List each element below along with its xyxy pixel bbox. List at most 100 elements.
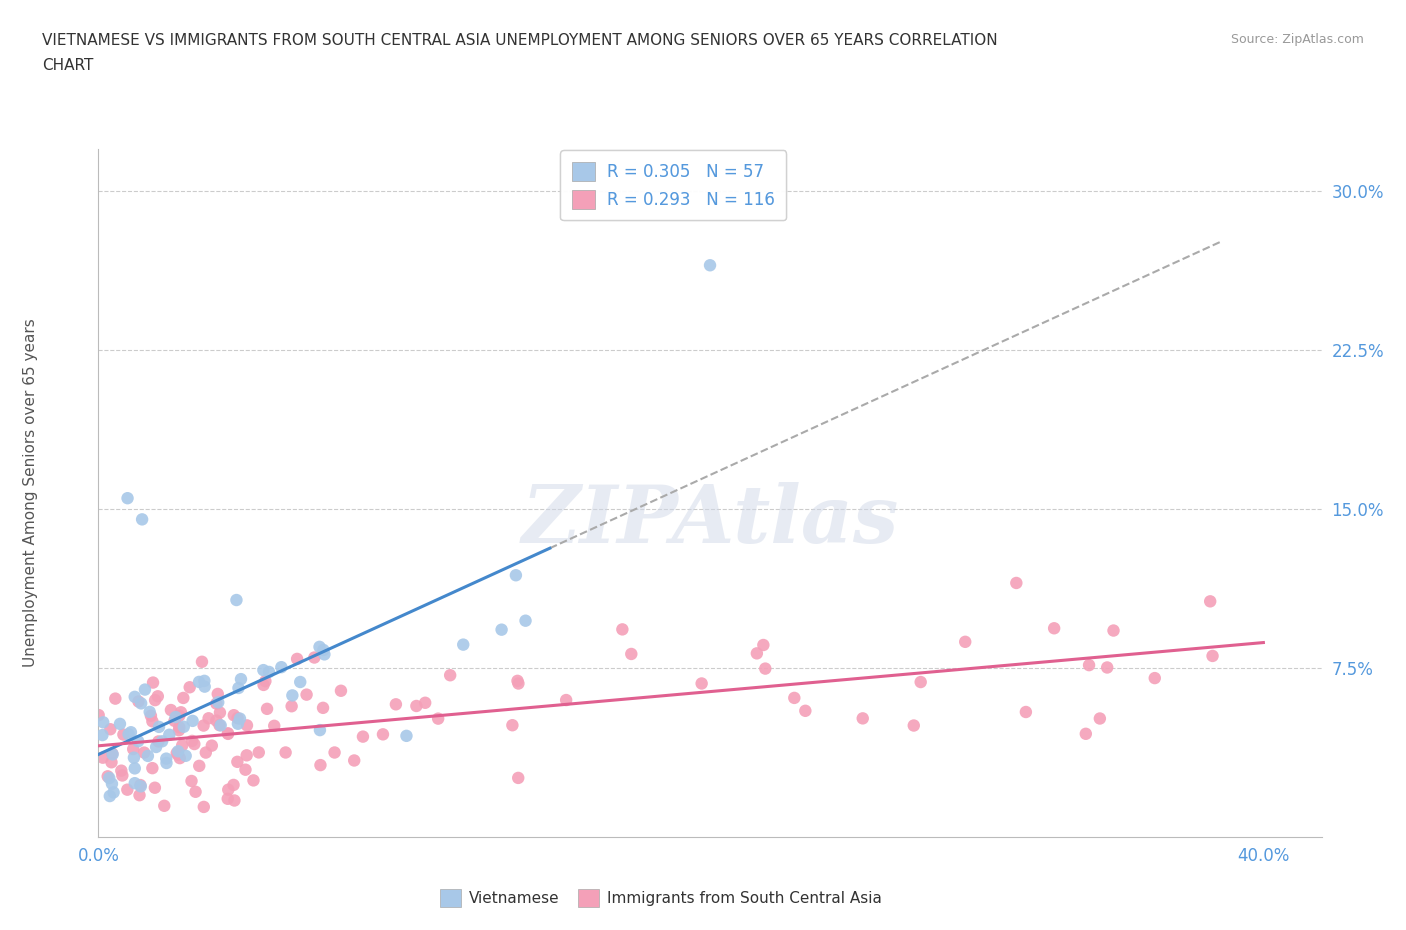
- Point: [371, 727, 394, 742]
- Point: [128, 788, 150, 803]
- Point: [754, 661, 776, 676]
- Point: [201, 738, 224, 753]
- Point: [117, 782, 139, 797]
- Point: [194, 679, 217, 694]
- Point: [451, 637, 474, 652]
- Point: [222, 777, 245, 792]
- Point: [194, 745, 217, 760]
- Point: [103, 785, 125, 800]
- Point: [256, 701, 278, 716]
- Point: [263, 718, 285, 733]
- Point: [252, 677, 274, 692]
- Point: [439, 668, 461, 683]
- Point: [160, 702, 183, 717]
- Point: [181, 713, 204, 728]
- Point: [124, 776, 146, 790]
- Point: [285, 651, 308, 666]
- Point: [127, 734, 149, 749]
- Point: [226, 716, 249, 731]
- Point: [236, 718, 259, 733]
- Point: [169, 720, 191, 735]
- Point: [752, 638, 775, 653]
- Point: [955, 634, 977, 649]
- Text: Unemployment Among Seniors over 65 years: Unemployment Among Seniors over 65 years: [24, 319, 38, 668]
- Point: [208, 718, 231, 733]
- Point: [207, 686, 229, 701]
- Point: [295, 687, 318, 702]
- Point: [101, 777, 124, 791]
- Point: [1078, 658, 1101, 672]
- Point: [120, 724, 142, 739]
- Point: [98, 722, 121, 737]
- Point: [242, 773, 264, 788]
- Point: [506, 673, 529, 688]
- Point: [122, 741, 145, 756]
- Point: [699, 258, 721, 272]
- Point: [124, 689, 146, 704]
- Point: [224, 793, 246, 808]
- Point: [112, 727, 135, 742]
- Point: [129, 696, 152, 711]
- Point: [209, 718, 232, 733]
- Point: [217, 726, 239, 741]
- Point: [170, 705, 193, 720]
- Point: [98, 789, 121, 804]
- Point: [91, 727, 114, 742]
- Point: [188, 759, 211, 774]
- Point: [690, 676, 713, 691]
- Point: [1005, 576, 1028, 591]
- Point: [131, 512, 153, 526]
- Point: [155, 755, 177, 770]
- Point: [138, 704, 160, 719]
- Point: [254, 673, 277, 688]
- Point: [136, 749, 159, 764]
- Point: [491, 622, 513, 637]
- Point: [91, 751, 114, 765]
- Point: [612, 622, 634, 637]
- Point: [1143, 671, 1166, 685]
- Point: [98, 771, 121, 786]
- Point: [167, 723, 190, 737]
- Point: [165, 710, 187, 724]
- Point: [1102, 623, 1125, 638]
- Point: [252, 663, 274, 678]
- Point: [172, 737, 194, 752]
- Point: [101, 746, 124, 761]
- Point: [155, 751, 177, 766]
- Point: [91, 715, 114, 730]
- Point: [222, 708, 245, 723]
- Point: [1015, 705, 1038, 720]
- Point: [172, 690, 194, 705]
- Point: [208, 705, 231, 720]
- Point: [309, 723, 332, 737]
- Point: [745, 646, 768, 661]
- Point: [141, 714, 163, 729]
- Point: [183, 737, 205, 751]
- Point: [783, 690, 806, 705]
- Point: [142, 675, 165, 690]
- Point: [352, 729, 374, 744]
- Point: [143, 693, 166, 708]
- Point: [314, 647, 336, 662]
- Point: [229, 671, 252, 686]
- Point: [217, 782, 239, 797]
- Point: [193, 673, 215, 688]
- Point: [508, 676, 530, 691]
- Point: [427, 711, 450, 726]
- Point: [555, 693, 578, 708]
- Point: [157, 727, 180, 742]
- Point: [257, 664, 280, 679]
- Point: [308, 640, 330, 655]
- Point: [181, 734, 204, 749]
- Point: [794, 703, 817, 718]
- Point: [180, 774, 202, 789]
- Point: [169, 751, 191, 765]
- Point: [304, 650, 326, 665]
- Point: [197, 711, 219, 725]
- Point: [903, 718, 925, 733]
- Point: [228, 681, 250, 696]
- Point: [225, 592, 247, 607]
- Point: [193, 800, 215, 815]
- Point: [312, 700, 335, 715]
- Text: ZIPAtlas: ZIPAtlas: [522, 482, 898, 559]
